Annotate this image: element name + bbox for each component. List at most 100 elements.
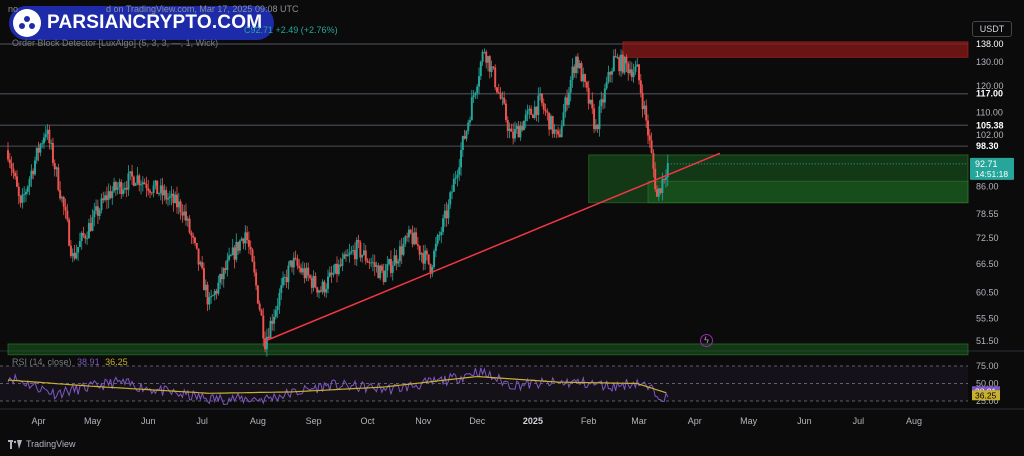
candle xyxy=(105,186,108,210)
flash-icon[interactable]: ϟ xyxy=(700,334,713,347)
candle-body xyxy=(487,56,489,63)
candle xyxy=(186,216,189,227)
candle xyxy=(510,123,513,132)
candle xyxy=(539,87,542,101)
indicator-legend[interactable]: Order Block Detector [LuxAlgo] (5, 3, 3,… xyxy=(12,38,219,48)
candle-body xyxy=(344,254,347,257)
candle-body xyxy=(548,112,551,130)
candle-body xyxy=(375,265,378,267)
candle-body xyxy=(220,273,223,280)
candle xyxy=(620,49,623,77)
candle-body xyxy=(84,235,87,239)
candle xyxy=(152,180,155,198)
candle xyxy=(55,166,58,177)
candle xyxy=(388,258,391,266)
candle-body xyxy=(271,320,274,324)
candle-body xyxy=(515,126,518,129)
candle xyxy=(587,80,590,110)
candle-body xyxy=(132,176,135,186)
candle-body xyxy=(584,74,587,82)
footer-brand[interactable]: TradingView xyxy=(8,439,76,449)
candle-body xyxy=(174,194,177,203)
candle-body xyxy=(616,57,619,59)
candle-body xyxy=(113,182,116,192)
candle xyxy=(485,49,488,69)
candle-body xyxy=(145,183,148,189)
candle-body xyxy=(177,201,180,208)
candle xyxy=(416,236,419,250)
candle-body xyxy=(321,281,324,292)
candle xyxy=(400,237,403,264)
candle xyxy=(557,126,560,138)
candle-body xyxy=(136,175,139,184)
candle xyxy=(208,292,211,310)
candle-body xyxy=(210,296,213,298)
candle-body xyxy=(395,255,398,264)
candle xyxy=(521,121,524,132)
candle xyxy=(64,198,67,219)
candle-body xyxy=(370,262,373,264)
candle xyxy=(515,122,518,134)
candle xyxy=(104,191,107,202)
candle xyxy=(555,129,558,139)
candle-body xyxy=(582,74,585,82)
candle-body xyxy=(445,210,448,219)
candle xyxy=(265,328,268,357)
rsi-legend[interactable]: RSI (14, close) 38.91 36.25 xyxy=(12,357,128,367)
candle-body xyxy=(325,288,328,293)
candle-body xyxy=(361,254,364,258)
candle xyxy=(19,194,22,208)
candle xyxy=(172,189,175,212)
candle-body xyxy=(16,176,18,187)
candle xyxy=(113,177,116,193)
candle-body xyxy=(183,211,186,216)
candle xyxy=(147,179,150,196)
candle xyxy=(384,263,387,283)
candle xyxy=(368,258,371,269)
candle xyxy=(197,248,200,271)
candle xyxy=(86,231,89,245)
candle xyxy=(131,164,134,185)
candle-body xyxy=(24,191,27,195)
candle-body xyxy=(569,79,572,93)
candle xyxy=(576,53,579,74)
candle xyxy=(28,176,31,196)
candle xyxy=(623,56,626,75)
candle xyxy=(469,116,472,127)
candle xyxy=(353,242,356,266)
candle-body xyxy=(402,243,405,255)
currency-selector[interactable]: USDT xyxy=(972,21,1012,37)
candle xyxy=(508,122,511,139)
candle xyxy=(179,199,182,220)
tradingview-logo-icon xyxy=(8,439,22,449)
candle xyxy=(465,130,468,142)
candle xyxy=(33,156,36,177)
time-tick-label: Aug xyxy=(250,416,266,426)
price-tick-label: 130.00 xyxy=(976,57,1004,67)
candle xyxy=(503,91,506,105)
candle xyxy=(210,289,213,304)
candle-body xyxy=(442,218,445,232)
candle-body xyxy=(73,252,76,259)
candle-body xyxy=(192,235,195,238)
candle xyxy=(472,90,475,104)
candle xyxy=(32,168,35,180)
candle xyxy=(89,214,92,233)
candle-body xyxy=(533,106,536,118)
candle-body xyxy=(657,188,660,197)
candle-body xyxy=(517,126,520,138)
candle xyxy=(438,231,441,241)
time-tick-label: 2025 xyxy=(523,416,543,426)
candle-body xyxy=(521,125,524,131)
candle xyxy=(93,202,96,227)
candle xyxy=(192,232,195,244)
candle xyxy=(213,288,216,301)
candle xyxy=(454,171,457,184)
candle-body xyxy=(614,56,617,58)
candle-body xyxy=(465,130,468,139)
candle-body xyxy=(33,160,36,175)
candle xyxy=(233,245,236,269)
candle xyxy=(611,67,614,83)
candle xyxy=(220,266,223,286)
